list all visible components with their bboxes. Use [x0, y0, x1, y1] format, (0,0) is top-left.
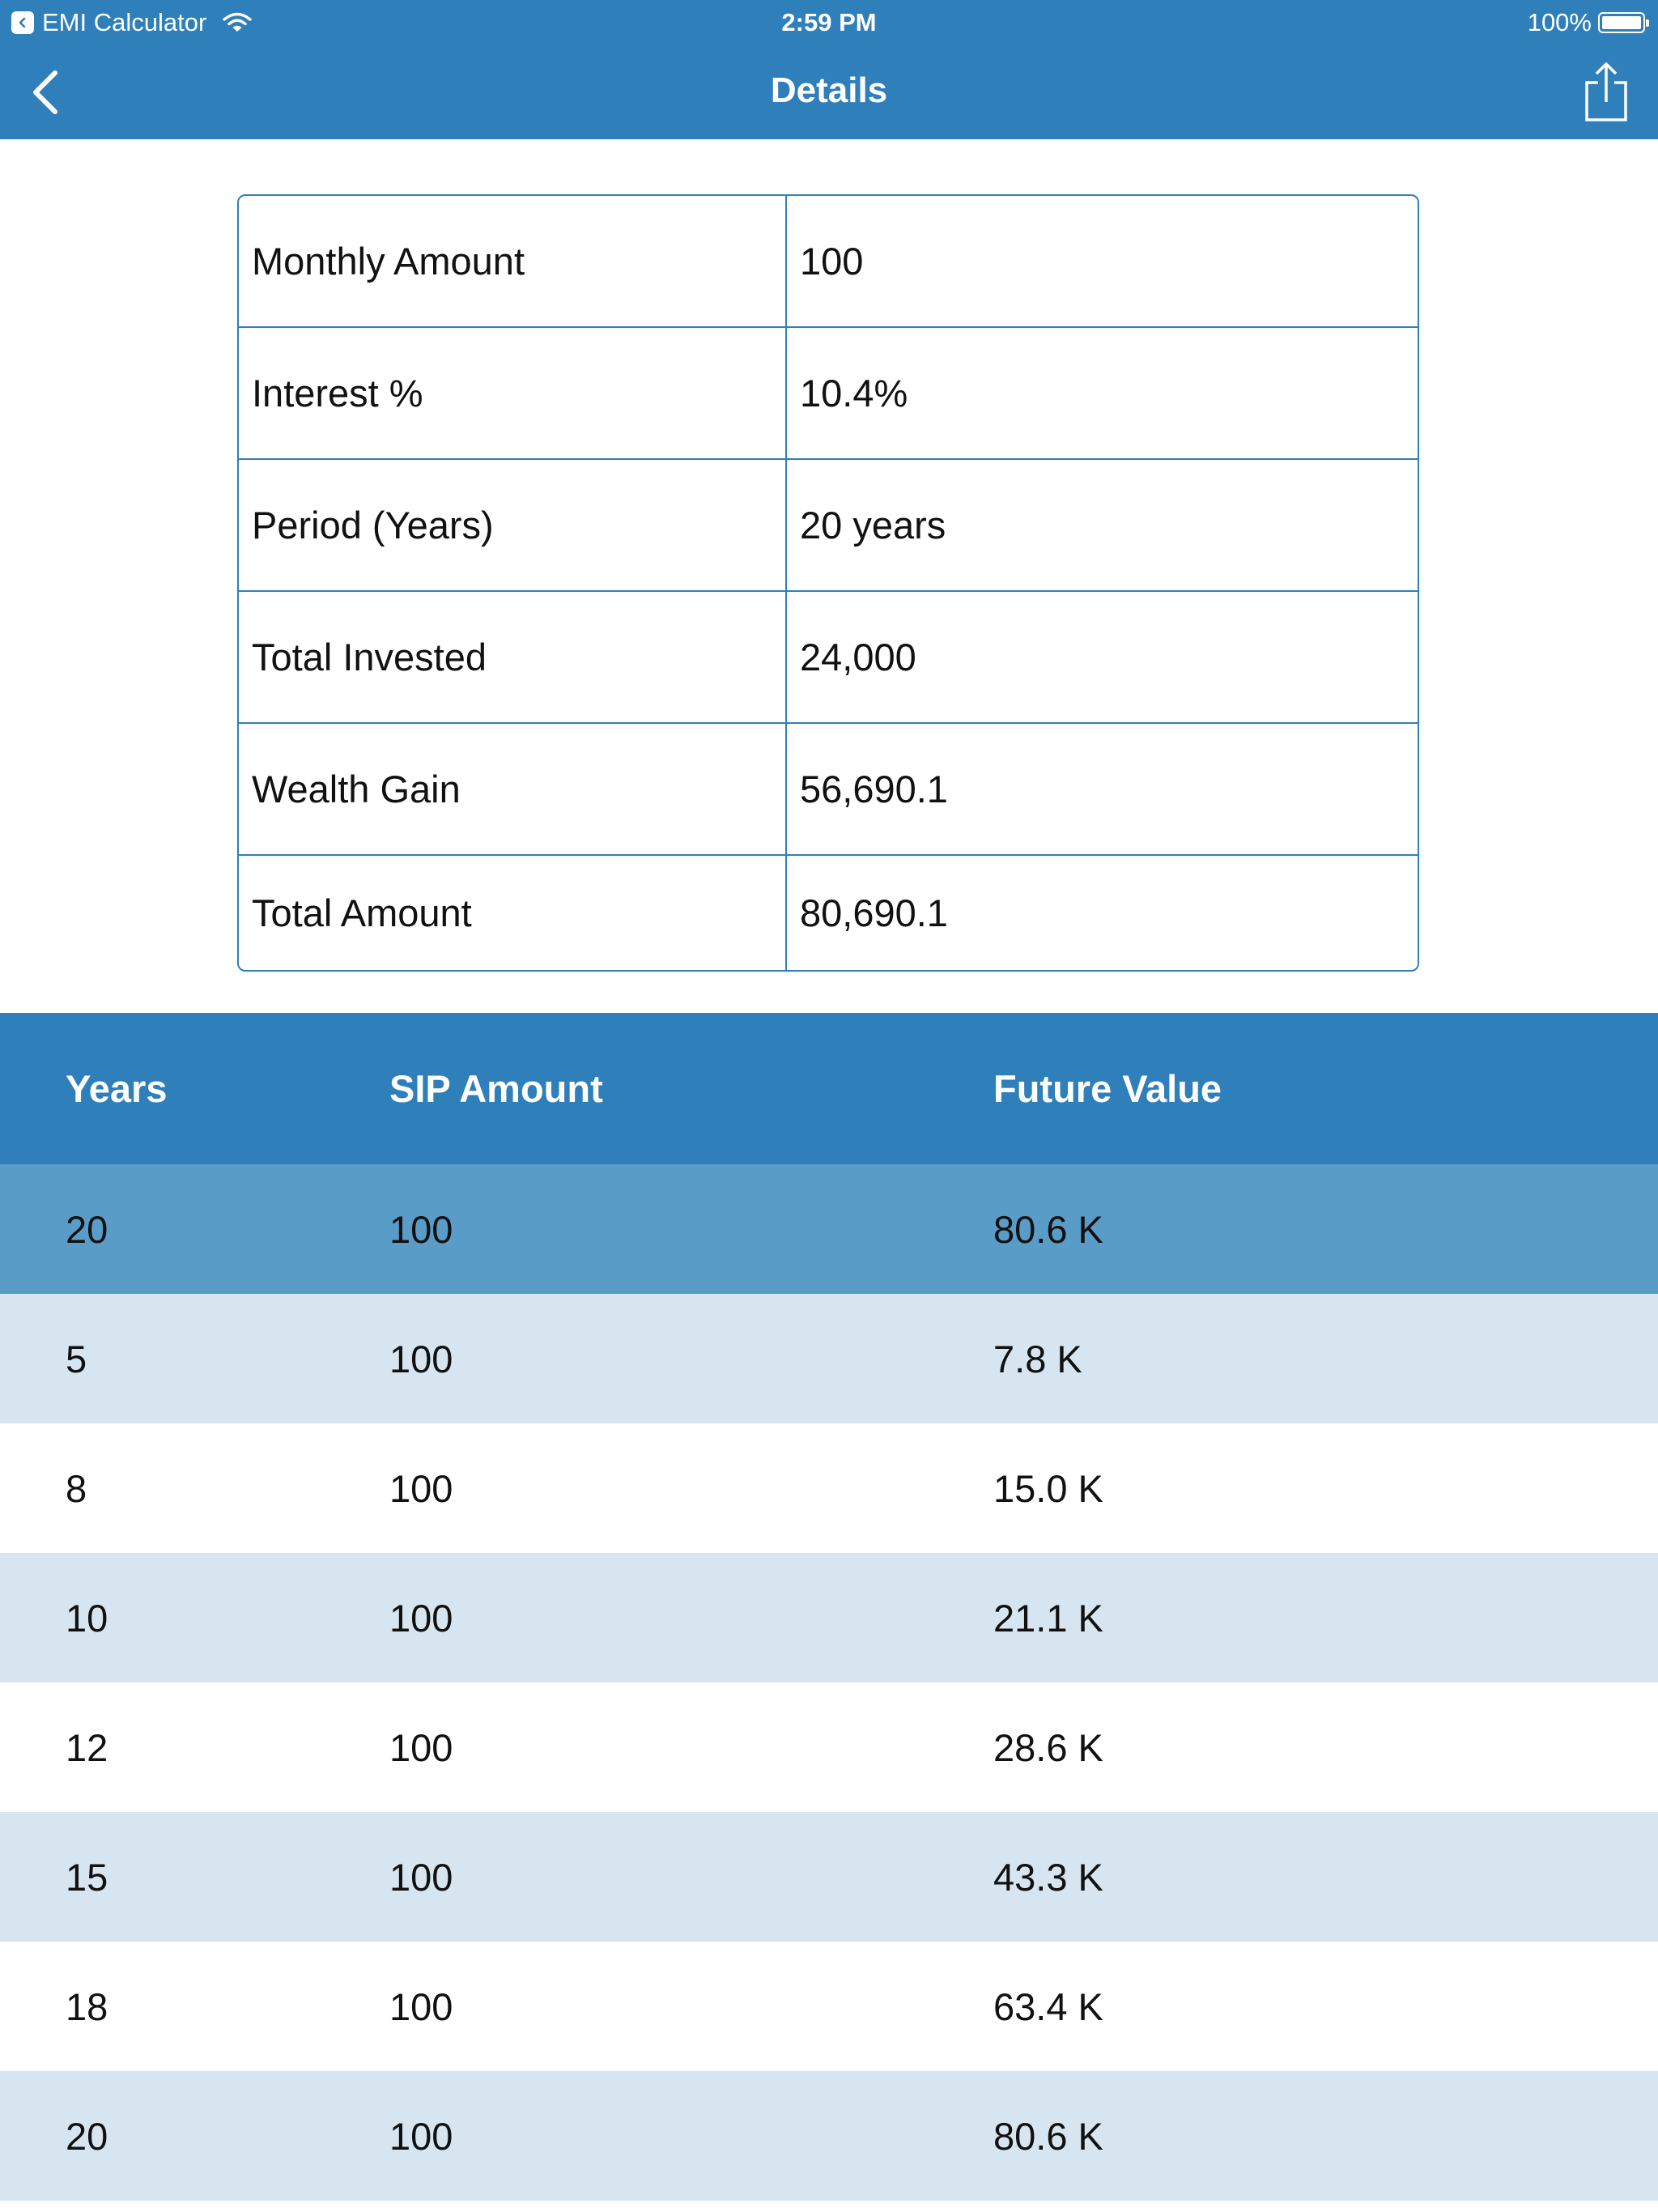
cell-future-value: 28.6 K	[993, 1725, 1103, 1769]
summary-row-total-invested: Total Invested 24,000	[239, 592, 1418, 724]
table-row[interactable]: 15 100 43.3 K	[0, 1812, 1658, 1942]
cell-sip-amount: 100	[389, 1596, 453, 1640]
table-row[interactable]: 10 100 21.1 K	[0, 1553, 1658, 1682]
cell-future-value: 21.1 K	[993, 1596, 1103, 1640]
cell-future-value: 15.0 K	[993, 1466, 1103, 1510]
summary-label: Period (Years)	[239, 460, 787, 590]
cell-years: 20	[66, 1207, 108, 1251]
summary-value: 24,000	[800, 636, 916, 678]
summary-label: Total Amount	[239, 856, 787, 970]
table-row[interactable]: 12 100 28.6 K	[0, 1682, 1658, 1812]
cell-sip-amount: 100	[389, 1466, 453, 1510]
summary-label: Wealth Gain	[239, 724, 787, 854]
share-button[interactable]	[1579, 60, 1634, 125]
cell-years: 8	[66, 1466, 87, 1510]
table-row[interactable]: 5 100 7.8 K	[0, 1294, 1658, 1423]
cell-future-value: 80.6 K	[993, 1207, 1103, 1251]
back-app-label[interactable]: EMI Calculator	[42, 8, 207, 36]
nav-bar: Details	[0, 45, 1658, 139]
share-icon[interactable]	[1584, 62, 1629, 123]
cell-years: 15	[66, 1855, 108, 1899]
status-right: 100%	[1527, 0, 1649, 45]
cell-years: 20	[66, 2114, 108, 2158]
table-row[interactable]: 18 100 63.4 K	[0, 1942, 1658, 2071]
schedule-table[interactable]: Years SIP Amount Future Value 20 100 80.…	[0, 1013, 1658, 2201]
summary-value: 80,690.1	[800, 891, 948, 934]
cell-future-value: 63.4 K	[993, 1984, 1103, 2028]
summary-value: 10.4%	[800, 372, 908, 415]
table-row[interactable]: 8 100 15.0 K	[0, 1423, 1658, 1553]
cell-sip-amount: 100	[389, 1984, 453, 2028]
cell-years: 10	[66, 1596, 108, 1640]
battery-tip	[1646, 19, 1649, 27]
cell-years: 12	[66, 1725, 108, 1769]
summary-row-period: Period (Years) 20 years	[239, 460, 1418, 592]
status-time: 2:59 PM	[781, 8, 877, 36]
status-left[interactable]: EMI Calculator	[11, 0, 252, 45]
summary-row-wealth-gain: Wealth Gain 56,690.1	[239, 724, 1418, 856]
cell-sip-amount: 100	[389, 1337, 453, 1380]
battery-fill	[1602, 16, 1641, 29]
cell-years: 5	[66, 1337, 87, 1380]
cell-years: 18	[66, 1984, 108, 2028]
summary-value: 20 years	[800, 504, 946, 547]
cell-sip-amount: 100	[389, 1207, 453, 1251]
cell-future-value: 43.3 K	[993, 1855, 1103, 1899]
cell-sip-amount: 100	[389, 1855, 453, 1899]
table-row[interactable]: 20 100 80.6 K	[0, 2071, 1658, 2201]
summary-row-monthly-amount: Monthly Amount 100	[239, 196, 1418, 328]
summary-table: Monthly Amount 100 Interest % 10.4% Peri…	[237, 194, 1419, 972]
summary-label: Monthly Amount	[239, 196, 787, 326]
cell-future-value: 80.6 K	[993, 2114, 1103, 2158]
summary-label: Interest %	[239, 328, 787, 458]
header-sip-amount: SIP Amount	[389, 1067, 603, 1110]
back-button[interactable]	[21, 65, 70, 120]
summary-label: Total Invested	[239, 592, 787, 722]
table-row[interactable]: 20 100 80.6 K	[0, 1164, 1658, 1294]
summary-row-interest: Interest % 10.4%	[239, 328, 1418, 460]
battery-icon	[1598, 12, 1649, 33]
header-years: Years	[66, 1067, 168, 1110]
schedule-header: Years SIP Amount Future Value	[0, 1013, 1658, 1164]
battery-percentage: 100%	[1527, 8, 1592, 36]
cell-future-value: 7.8 K	[993, 1337, 1082, 1380]
summary-value: 100	[800, 240, 864, 283]
page-title: Details	[770, 70, 888, 110]
header-future-value: Future Value	[993, 1067, 1222, 1110]
cell-sip-amount: 100	[389, 2114, 453, 2158]
chevron-left-icon[interactable]	[31, 70, 60, 115]
status-bar: EMI Calculator 2:59 PM 100%	[0, 0, 1658, 45]
summary-row-total-amount: Total Amount 80,690.1	[239, 856, 1418, 970]
cell-sip-amount: 100	[389, 1725, 453, 1769]
back-app-icon[interactable]	[11, 11, 34, 34]
wifi-icon	[223, 12, 252, 33]
summary-value: 56,690.1	[800, 768, 948, 810]
